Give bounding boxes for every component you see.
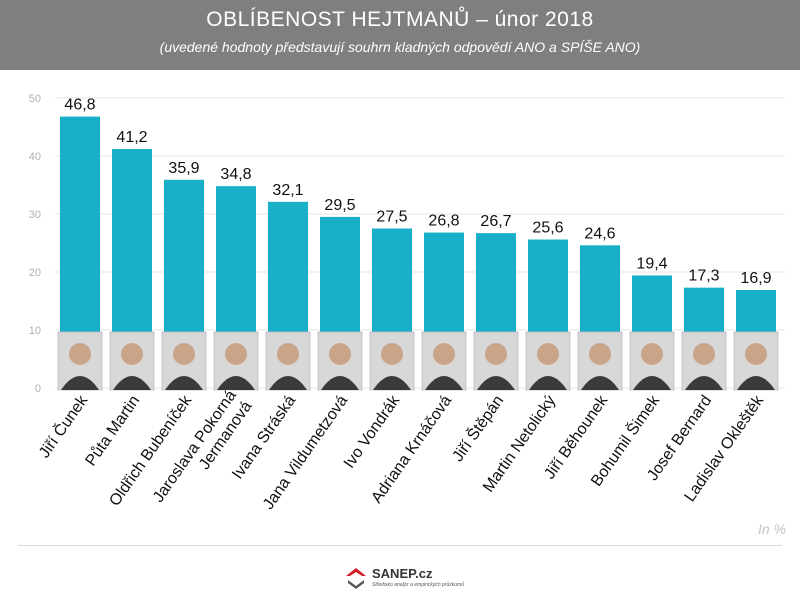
category-label-line: Půta Martin <box>82 392 144 469</box>
value-label: 19,4 <box>636 255 667 272</box>
category-label: Jaroslava PokornáJermanová <box>150 387 256 516</box>
face-shape <box>69 343 91 365</box>
logo-name: SANEP.cz <box>372 566 433 581</box>
y-tick-label: 30 <box>29 209 41 221</box>
category-label-line: Jiří Čunek <box>34 391 91 462</box>
category-label-line: Jiří Štěpán <box>448 391 507 465</box>
face-shape <box>589 343 611 365</box>
footer-divider <box>18 545 782 546</box>
portrait-photo <box>577 331 623 391</box>
shoulders-shape <box>61 376 99 390</box>
shoulders-shape <box>685 376 723 390</box>
value-label: 35,9 <box>168 160 199 177</box>
shoulders-shape <box>165 376 203 390</box>
chart-title: OBLÍBENOST HEJTMANŮ – únor 2018 <box>206 8 594 31</box>
face-shape <box>329 343 351 365</box>
value-label: 24,6 <box>584 225 615 242</box>
shoulders-shape <box>373 376 411 390</box>
category-label: Půta Martin <box>82 392 144 469</box>
face-shape <box>537 343 559 365</box>
portrait-photo <box>161 331 207 391</box>
shoulders-shape <box>633 376 671 390</box>
value-label: 41,2 <box>116 129 147 146</box>
shoulders-shape <box>113 376 151 390</box>
face-shape <box>693 343 715 365</box>
sanep-logo-icon <box>346 568 366 589</box>
shoulders-shape <box>737 376 775 390</box>
value-label: 34,8 <box>220 166 251 183</box>
value-label: 16,9 <box>740 270 771 287</box>
portrait-photo <box>369 331 415 391</box>
shoulders-shape <box>321 376 359 390</box>
sanep-logo: SANEP.cz Středisko analýz a empirických … <box>342 560 492 596</box>
y-tick-label: 10 <box>29 325 41 337</box>
portrait-photo <box>525 331 571 391</box>
y-tick-label: 50 <box>29 93 41 105</box>
shoulders-shape <box>425 376 463 390</box>
y-axis-ticks: 0 10 20 30 40 50 <box>29 93 41 395</box>
portrait-photo <box>421 331 467 391</box>
portrait-photo <box>733 331 779 391</box>
value-label: 27,5 <box>376 209 407 226</box>
value-label: 26,8 <box>428 213 459 230</box>
portrait-photo <box>629 331 675 391</box>
value-label: 32,1 <box>272 182 303 199</box>
portrait-photo <box>109 331 155 391</box>
value-label: 17,3 <box>688 268 719 285</box>
face-shape <box>485 343 507 365</box>
bar-chart: 0 10 20 30 40 50 46,8 41,2 35,9 34,8 32,1 29,5 27,5… <box>29 93 785 516</box>
face-shape <box>381 343 403 365</box>
portrait-photo <box>317 331 363 391</box>
face-shape <box>225 343 247 365</box>
value-labels: 46,8 41,2 35,9 34,8 32,1 29,5 27,5 26,8 26,7 25,6… <box>64 97 771 287</box>
shoulders-shape <box>269 376 307 390</box>
value-label: 26,7 <box>480 213 511 230</box>
unit-label: In % <box>757 521 786 537</box>
y-tick-label: 20 <box>29 267 41 279</box>
portrait-photo <box>473 331 519 391</box>
chart-header: OBLÍBENOST HEJTMANŮ – únor 2018 (uvedené… <box>0 0 800 70</box>
logo-tagline: Středisko analýz a empirických průzkumů <box>372 582 464 588</box>
value-label: 25,6 <box>532 220 563 237</box>
shoulders-shape <box>477 376 515 390</box>
face-shape <box>121 343 143 365</box>
face-shape <box>745 343 767 365</box>
shoulders-shape <box>529 376 567 390</box>
face-shape <box>277 343 299 365</box>
value-label: 29,5 <box>324 197 355 214</box>
portrait-photo <box>213 331 259 391</box>
category-label: Jiří Štěpán <box>448 391 507 465</box>
portrait-photo <box>681 331 727 391</box>
value-label: 46,8 <box>64 97 95 114</box>
portrait-photos <box>57 331 779 391</box>
chart-subtitle: (uvedené hodnoty představují souhrn klad… <box>159 39 641 55</box>
face-shape <box>173 343 195 365</box>
portrait-photo <box>265 331 311 391</box>
face-shape <box>433 343 455 365</box>
portrait-photo <box>57 331 103 391</box>
face-shape <box>641 343 663 365</box>
shoulders-shape <box>217 376 255 390</box>
category-label: Jiří Čunek <box>34 391 91 462</box>
shoulders-shape <box>581 376 619 390</box>
y-tick-label: 0 <box>35 383 41 395</box>
y-tick-label: 40 <box>29 151 41 163</box>
